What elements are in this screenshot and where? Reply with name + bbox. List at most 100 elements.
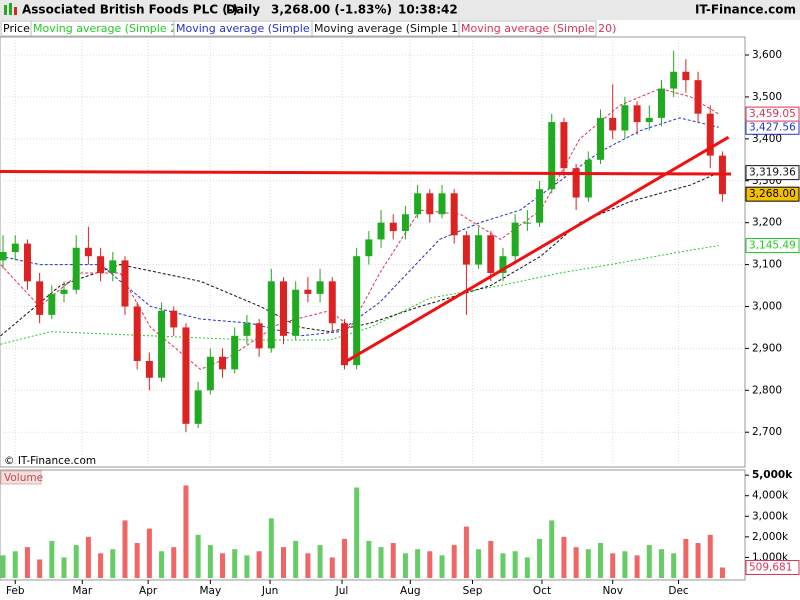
volume-bar (658, 549, 664, 578)
x-tick-label: Oct (533, 585, 551, 597)
volume-bar (476, 549, 482, 578)
volume-bar (634, 555, 640, 578)
price-label-box (745, 238, 800, 254)
price-label-box (745, 165, 800, 181)
candle-body (462, 235, 470, 265)
legend-entry: Moving average (Simple 200) (33, 22, 195, 35)
volume-bar (354, 487, 360, 578)
volume-bar (49, 540, 55, 578)
volume-bar (24, 547, 30, 578)
trendline (0, 170, 731, 176)
candle-body (231, 335, 239, 370)
candle-body (0, 252, 7, 261)
y-tick-label: 2,700 (752, 426, 782, 438)
app-icon (4, 3, 17, 15)
candle-body (48, 293, 56, 315)
candle-body (109, 260, 117, 273)
volume-bar (366, 540, 372, 578)
price-label-box (745, 560, 800, 576)
candle-body (365, 239, 373, 257)
volume-bar (524, 557, 530, 578)
volume-bar (646, 545, 652, 578)
candle-body (243, 323, 251, 336)
volume-bar (561, 536, 567, 578)
candle-body (511, 222, 519, 257)
candle-body (97, 256, 105, 273)
price-label: 3,319.36 (749, 167, 796, 179)
volume-bar (195, 534, 201, 578)
volume-bar (85, 536, 91, 578)
candle-body (487, 235, 495, 273)
y-tick-label: 3,100 (752, 259, 782, 271)
candle-body (475, 235, 483, 265)
volume-bar (451, 545, 457, 578)
volume-bar (293, 540, 299, 578)
site: IT-Finance.com (695, 3, 796, 17)
candle-body (292, 289, 300, 336)
candle-body (389, 222, 397, 232)
volume-label: Volume (4, 472, 43, 484)
x-tick-label: Feb (6, 585, 25, 597)
candle-body (706, 113, 714, 156)
y-tick-label: 3,400 (752, 133, 782, 145)
volume-bar (512, 551, 518, 578)
candle-body (182, 327, 190, 424)
volume-bar (232, 549, 238, 578)
candle-body (670, 71, 678, 89)
volume-bar (683, 538, 689, 578)
volume-tick-label: 3,000k (752, 510, 789, 522)
volume-bar (37, 559, 43, 578)
candle-body (621, 105, 629, 131)
candle-body (426, 193, 434, 215)
candle-body (84, 247, 92, 257)
candle-body (170, 310, 178, 328)
candle-body (72, 247, 80, 290)
volume-bar (73, 545, 79, 578)
y-tick-label: 3,200 (752, 217, 782, 229)
x-tick-label: Mar (72, 585, 92, 597)
candle-body (657, 88, 665, 118)
volume-bar (0, 555, 6, 578)
volume-bar (341, 538, 347, 578)
volume-bar (61, 557, 67, 578)
candle-body (584, 159, 592, 198)
x-tick-label: Sep (463, 585, 483, 597)
price-label: 3,145.49 (749, 240, 796, 252)
candle-body (121, 260, 129, 307)
price-label: 509,681 (749, 562, 792, 574)
volume-bar (427, 551, 433, 578)
period: Daily (226, 3, 260, 17)
x-tick-label: Aug (400, 585, 421, 597)
volume-bar (268, 518, 274, 578)
candle-body (133, 306, 141, 361)
candle-body (340, 323, 348, 366)
y-tick-label: 2,900 (752, 342, 782, 354)
price-label: 3,427.56 (749, 121, 796, 133)
candle-body (60, 289, 68, 294)
volume-bar (207, 545, 213, 578)
candle-body (304, 289, 312, 294)
time: 10:38:42 (398, 3, 458, 17)
candle-body (206, 356, 214, 391)
candle-body (645, 117, 653, 123)
moving-average-line (0, 117, 719, 337)
volume-bar (622, 551, 628, 578)
volume-bar (134, 543, 140, 578)
header-bar (0, 0, 800, 20)
candle-body (36, 281, 44, 315)
y-tick-label: 3,000 (752, 300, 782, 312)
volume-bar (719, 567, 725, 578)
candle-body (23, 243, 31, 282)
candle-body (438, 193, 446, 215)
price-label: 3,459.05 (749, 108, 796, 120)
price-label-box (745, 186, 800, 202)
volume-bar (329, 557, 335, 578)
volume-bar (585, 549, 591, 578)
volume-bar (220, 553, 226, 578)
candle-body (694, 80, 702, 114)
volume-tick-label: 2,000k (752, 531, 789, 543)
volume-bar (415, 549, 421, 578)
candle-body (523, 222, 531, 224)
volume-bar (171, 547, 177, 578)
